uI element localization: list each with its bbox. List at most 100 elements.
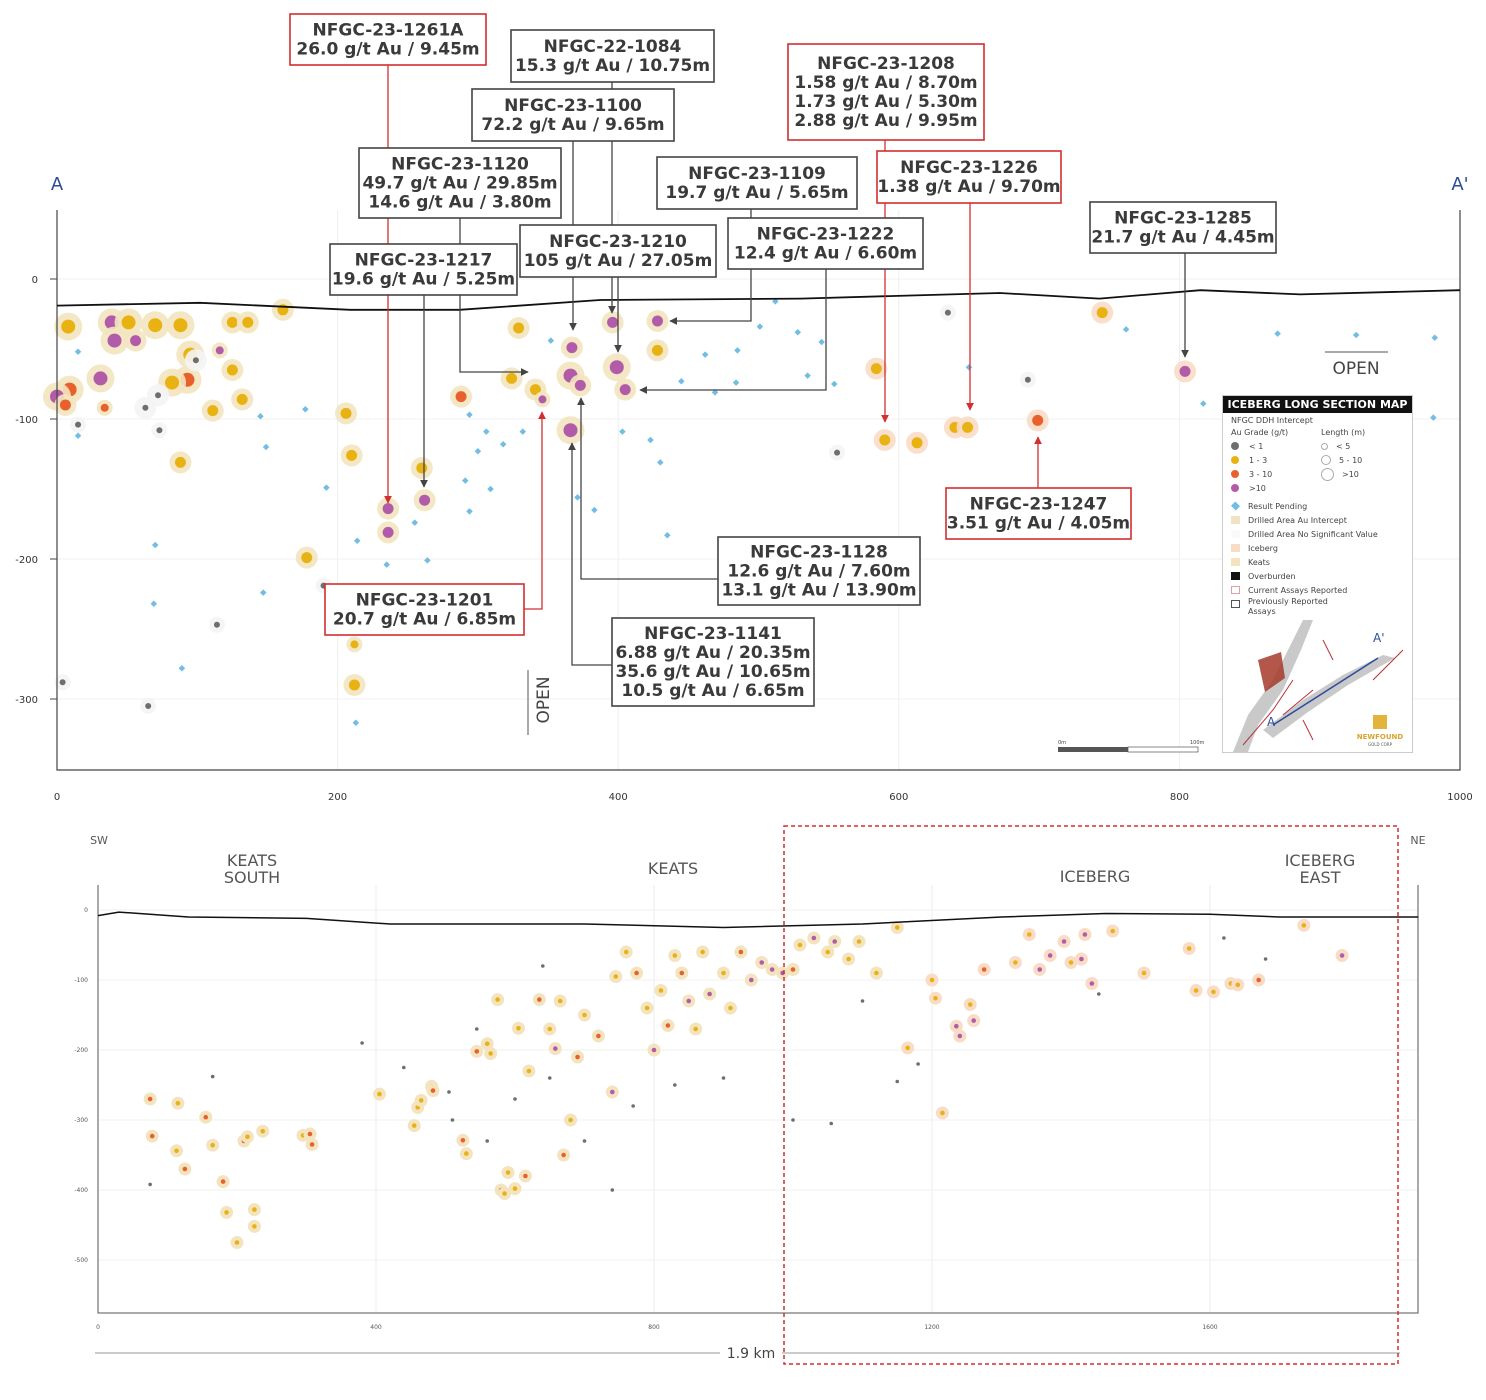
intercept-point [155,392,162,399]
callout-intercept: 2.88 g/t Au / 9.95m [794,111,977,131]
intercept-point [1013,960,1018,965]
intercept-point [1037,967,1043,972]
intercept-point [213,621,220,628]
intercept-point [911,437,923,449]
intercept-point [679,970,685,976]
legend-overburden: Overburden [1223,569,1412,583]
intercept-point [1211,989,1216,995]
intercept-point [382,526,394,538]
region-iceberg-east: ICEBERG EAST [1285,851,1356,887]
callout-hole-id: NFGC-23-1141 [644,624,782,644]
intercept-point [175,1100,181,1106]
legend-subtitle: NFGC DDH Intercept [1231,416,1313,425]
result-pending-diamond [462,477,469,484]
intercept-point [574,379,586,391]
intercept-point [832,939,837,944]
low-grade-point [447,1090,451,1094]
intercept-point [419,494,431,506]
intercept-point [1047,953,1053,958]
low-grade-point [547,1076,552,1080]
callout-intercept: 72.2 g/t Au / 9.65m [481,115,664,135]
callout-hole-id: NFGC-23-1261A [313,21,465,41]
previous-assay-box [717,536,921,606]
previous-assay-box [656,156,858,210]
x-tick-label: 800 [1170,792,1189,803]
intercept-point [1061,939,1067,944]
open-label-east: OPEN [1332,359,1379,379]
intercept-point [940,1110,945,1116]
result-pending-diamond [794,328,802,336]
intercept-point [1082,932,1088,937]
intercept-point [905,1045,910,1051]
low-grade-point [1097,992,1101,996]
intercept-point [350,640,359,649]
callout-hole-id: NFGC-23-1285 [1114,209,1252,229]
swatch-icon [1231,586,1240,594]
legend-title: ICEBERG LONG SECTION MAP [1223,396,1412,413]
legend-text: Current Assays Reported [1248,585,1348,595]
legend-text: >10 [1249,483,1266,493]
result-pending-diamond [259,589,267,596]
intercept-point [516,1026,521,1031]
legend-au-intercept: Drilled Area Au Intercept [1223,513,1412,527]
x-tick-label: 600 [889,792,908,803]
intercept-point [575,1054,580,1060]
sw-label: SW [90,834,108,847]
result-pending-diamond [466,411,473,419]
intercept-point [623,949,629,955]
intercept-point [1024,376,1031,383]
previous-assay-box [611,617,815,707]
result-pending-diamond [499,440,507,448]
intercept-point [933,995,938,1001]
intercept-point [215,346,224,355]
result-pending-diamond [547,337,555,344]
low-grade-point [916,1062,920,1066]
callout-hole-id: NFGC-23-1100 [504,96,642,116]
intercept-point [203,1114,209,1120]
intercept-point [759,960,765,965]
intercept-point [245,1134,250,1140]
result-pending-diamond [262,443,270,451]
x-tick-label: 400 [609,792,628,803]
legend-length-lt5: < 5 [1313,439,1403,453]
intercept-point [220,1179,226,1184]
intercept-point [173,318,188,333]
result-pending-diamond [474,447,482,455]
intercept-point [59,399,71,411]
open-label-down: OPEN [534,676,554,723]
intercept-point [967,1002,973,1007]
callout-leader-arrow [568,442,612,666]
intercept-point [651,344,663,356]
result-pending-diamond [411,519,419,526]
intercept-point [130,335,142,347]
low-grade-point [1222,936,1226,940]
swatch-icon [1231,600,1240,608]
result-pending-diamond [424,557,431,564]
low-grade-point [402,1065,406,1070]
intercept-point [236,393,248,405]
intercept-point [1079,956,1084,962]
result-pending-diamond [483,428,490,435]
callout-hole-id: NFGC-23-1201 [356,591,494,611]
x-tick-label: 800 [648,1324,660,1331]
callout-hole-id: NFGC-23-1226 [900,158,1038,178]
result-pending-diamond [487,485,494,493]
distance-label: 1.9 km [727,1346,775,1362]
result-pending-diamond [383,561,390,568]
overburden-surface-line [56,289,1461,311]
legend-text: < 1 [1249,441,1264,451]
callout-intercept: 49.7 g/t Au / 29.85m [362,174,557,194]
intercept-point [529,384,541,396]
intercept-point [455,391,467,403]
intercept-point [613,974,619,979]
intercept-point [566,342,578,354]
intercept-point [707,991,712,997]
intercept-point [430,1088,436,1093]
x-tick-label: 0 [96,1324,100,1331]
callout-intercept: 19.6 g/t Au / 5.25m [332,270,515,290]
legend-grade-lt1: < 1 [1223,439,1313,453]
